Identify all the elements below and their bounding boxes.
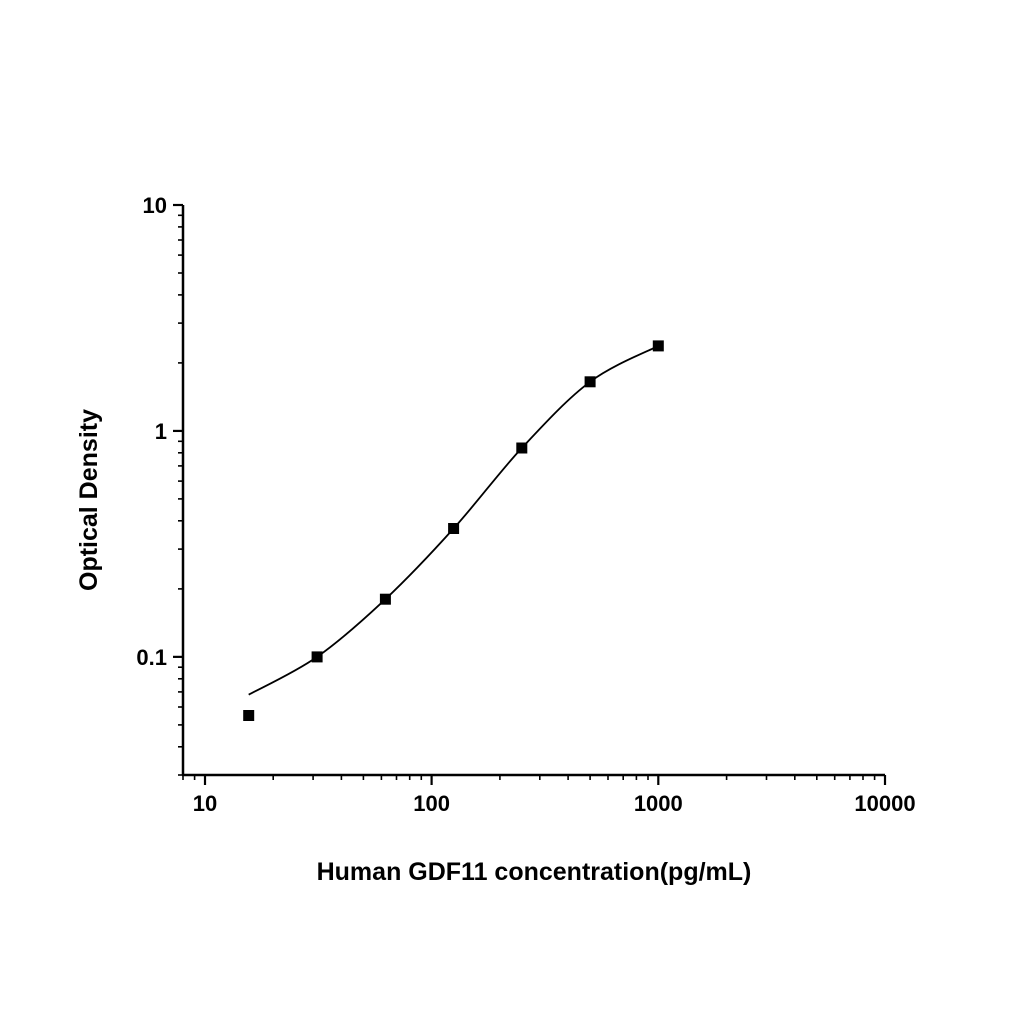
data-point-marker: [516, 442, 528, 454]
fitted-curve-line: [248, 345, 659, 696]
y-tick-label: 1: [155, 419, 167, 444]
data-point-marker: [379, 593, 391, 605]
data-points: [243, 340, 664, 721]
data-point-marker: [448, 523, 460, 534]
y-tick-label: 0.1: [136, 645, 167, 670]
y-axis: 0.1 1 10: [136, 193, 185, 776]
data-point-marker: [311, 651, 323, 663]
data-point-marker: [652, 340, 664, 352]
x-axis-title: Human GDF11 concentration(pg/mL): [317, 858, 752, 886]
plot-area: 0.1 1 10 10 100 1000 10000: [136, 193, 915, 816]
x-tick-label: 10: [193, 791, 217, 816]
data-point-marker: [243, 710, 255, 721]
data-point-marker: [584, 376, 596, 388]
x-tick-label: 100: [413, 791, 450, 816]
y-tick-label: 10: [143, 193, 167, 218]
y-axis-title: Optical Density: [75, 409, 103, 591]
x-tick-label: 1000: [634, 791, 683, 816]
x-axis: 10 100 1000 10000: [182, 773, 916, 816]
x-tick-label: 10000: [854, 791, 915, 816]
